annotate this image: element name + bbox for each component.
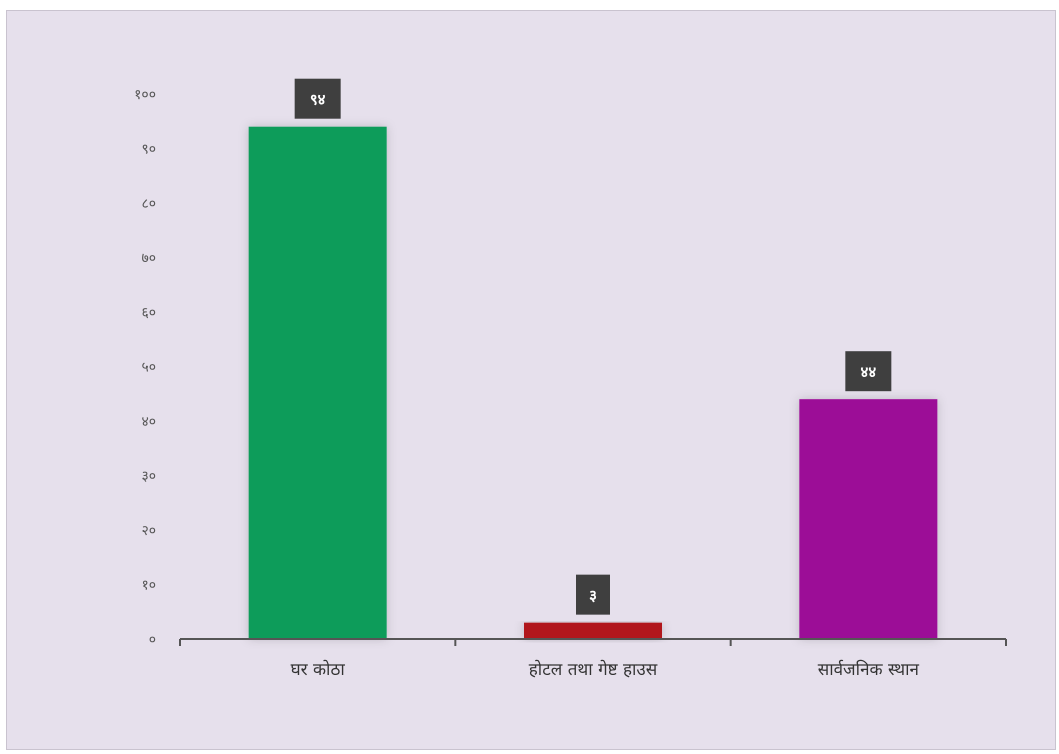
y-tick-label: ७० [141, 251, 156, 267]
y-tick-label: ४० [141, 414, 156, 430]
y-tick-label: ९० [141, 142, 156, 158]
data-label: ४४ [861, 363, 877, 381]
y-tick-label: ६० [141, 305, 156, 321]
y-tick-label: ० [149, 632, 156, 648]
y-tick-label: ८० [141, 196, 156, 212]
bar [799, 399, 938, 639]
data-label-box [576, 574, 610, 615]
y-tick-label: २० [141, 523, 156, 539]
y-tick-label: १०० [134, 87, 156, 103]
y-tick-label: ५० [141, 360, 156, 376]
data-label-box [294, 78, 341, 119]
bar [248, 126, 387, 639]
y-tick-label: ३० [141, 469, 156, 485]
y-tick-label: १० [141, 578, 156, 594]
data-label: ९४ [310, 91, 326, 109]
x-category-label: सार्वजनिक स्थान [818, 659, 920, 680]
data-label: ३ [589, 587, 597, 605]
bar [524, 622, 662, 639]
data-label-box [845, 351, 892, 392]
x-category-label: घर कोठा [291, 659, 346, 680]
x-category-label: होटल तथा गेष्ट हाउस [529, 659, 658, 680]
